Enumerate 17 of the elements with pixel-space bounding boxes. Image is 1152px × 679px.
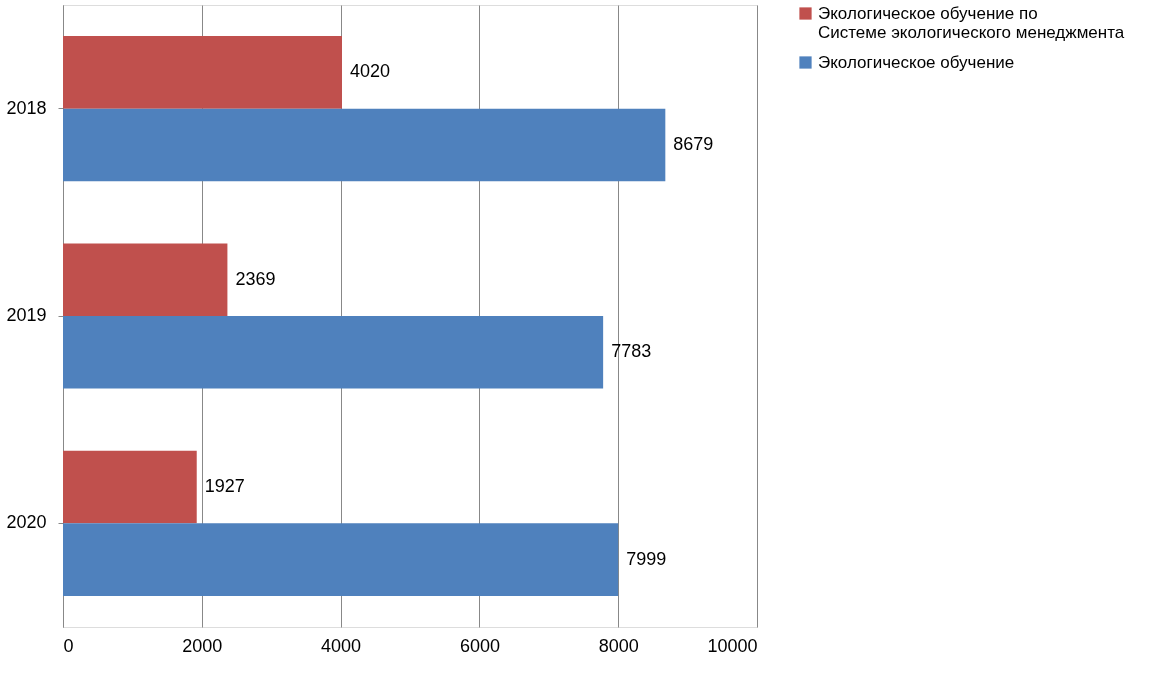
x-tick-label: 6000 — [459, 635, 500, 656]
x-tick-label: 4000 — [321, 635, 362, 656]
x-tick-label: 0 — [63, 635, 74, 656]
y-tick-label: 2018 — [6, 97, 47, 118]
data-label: 8679 — [673, 133, 714, 154]
y-tick-label: 2019 — [6, 305, 47, 325]
x-tick-label: 2000 — [182, 635, 223, 656]
y-tick-label: 2020 — [6, 512, 47, 533]
data-label: 7783 — [611, 341, 652, 362]
data-label: 1927 — [204, 476, 245, 497]
data-label: 7999 — [626, 548, 667, 569]
x-tick-label: 8000 — [598, 635, 639, 656]
legend-label: Экологическое обучение — [818, 52, 1015, 72]
data-label: 4020 — [349, 61, 391, 82]
legend-label: Экологическое обучение по Системе экологического менеджмента — [818, 3, 1125, 42]
data-label: 2369 — [235, 268, 276, 289]
x-tick-label: 10000 — [707, 635, 758, 656]
